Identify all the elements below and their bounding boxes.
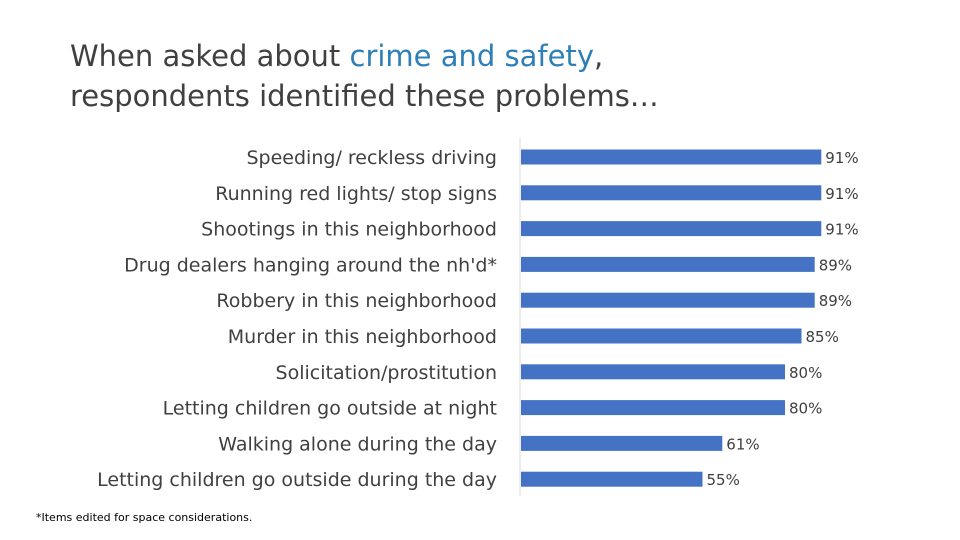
data-label: 91% xyxy=(825,149,858,167)
category-label: Solicitation/prostitution xyxy=(276,362,497,384)
bar-chart: Speeding/ reckless driving 91% Running red… xyxy=(97,138,859,496)
category-label: Drug dealers hanging around the nh'd* xyxy=(124,254,497,276)
footnote: *Items edited for space considerations. xyxy=(36,511,253,524)
bar xyxy=(521,471,703,487)
title-suffix: , xyxy=(593,39,604,73)
data-label: 91% xyxy=(825,221,858,239)
category-label: Letting children go outside at night xyxy=(163,398,497,420)
data-label: 80% xyxy=(789,364,822,382)
bar xyxy=(521,185,822,201)
data-label: 80% xyxy=(789,400,822,418)
category-label: Walking alone during the day xyxy=(218,433,497,455)
category-label: Robbery in this neighborhood xyxy=(216,290,497,312)
data-label: 89% xyxy=(819,292,852,310)
data-label: 91% xyxy=(825,185,858,203)
title-line2: respondents identified these problems… xyxy=(70,79,659,113)
category-label: Shootings in this neighborhood xyxy=(201,219,497,241)
chart-title: When asked about crime and safety, respo… xyxy=(70,36,930,116)
category-label: Murder in this neighborhood xyxy=(228,326,497,348)
category-label: Letting children go outside during the d… xyxy=(97,469,497,491)
bar xyxy=(521,435,723,451)
category-label: Speeding/ reckless driving xyxy=(247,147,498,169)
bar xyxy=(521,328,802,344)
data-label: 61% xyxy=(726,435,759,453)
data-label: 89% xyxy=(819,256,852,274)
bar xyxy=(521,221,822,237)
data-label: 85% xyxy=(806,328,839,346)
data-label: 55% xyxy=(707,471,740,489)
bar xyxy=(521,400,785,416)
bar xyxy=(521,292,815,308)
title-highlight: crime and safety xyxy=(349,39,594,73)
bar xyxy=(521,256,815,272)
bar xyxy=(521,364,785,380)
title-prefix: When asked about xyxy=(70,39,350,73)
bar xyxy=(521,149,822,165)
category-label: Running red lights/ stop signs xyxy=(215,183,497,205)
